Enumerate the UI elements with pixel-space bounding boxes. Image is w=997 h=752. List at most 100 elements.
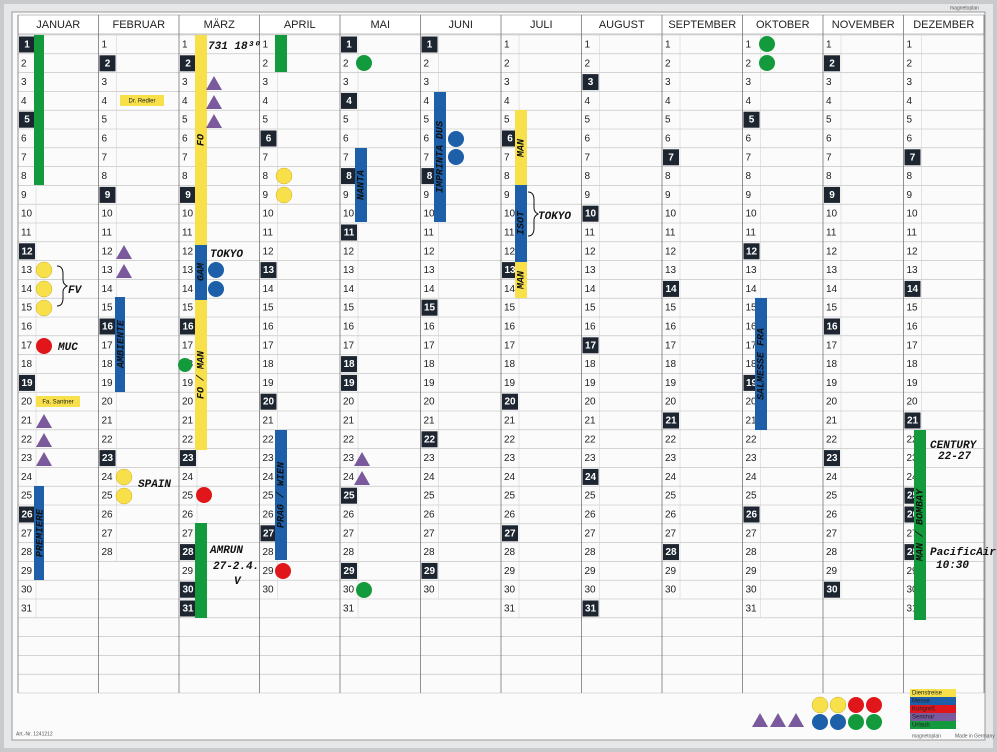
day-number: 9 bbox=[585, 190, 591, 201]
day-number: 21 bbox=[504, 416, 516, 427]
day-number: 18 bbox=[21, 359, 33, 370]
day-number: 5 bbox=[182, 115, 188, 126]
day-number: 24 bbox=[504, 472, 516, 483]
day-number: 23 bbox=[826, 453, 838, 464]
day-number: 30 bbox=[263, 585, 275, 596]
day-tile bbox=[260, 393, 277, 410]
day-number: 10 bbox=[263, 209, 275, 220]
day-tile bbox=[341, 92, 357, 109]
day-number: 9 bbox=[665, 190, 671, 201]
day-number: 6 bbox=[343, 134, 349, 145]
day-tile bbox=[582, 337, 599, 354]
day-number: 6 bbox=[424, 134, 430, 145]
day-number: 25 bbox=[102, 491, 114, 502]
note: FO bbox=[197, 134, 208, 146]
day-number: 8 bbox=[102, 171, 108, 182]
day-number: 10 bbox=[665, 209, 677, 220]
day-number: 19 bbox=[585, 378, 597, 389]
day-number: 1 bbox=[504, 40, 510, 51]
day-number: 15 bbox=[504, 303, 516, 314]
brand: magnetoplan bbox=[912, 733, 941, 739]
day-tile bbox=[824, 318, 840, 335]
day-number: 13 bbox=[424, 265, 436, 276]
day-number: 12 bbox=[102, 246, 114, 257]
day-tile bbox=[341, 562, 357, 579]
day-number: 29 bbox=[424, 566, 436, 577]
bar bbox=[275, 35, 287, 72]
day-tile bbox=[19, 506, 35, 523]
day-tile bbox=[904, 412, 921, 429]
day-number: 4 bbox=[907, 96, 913, 107]
bar bbox=[755, 298, 767, 430]
day-number: 24 bbox=[907, 472, 919, 483]
day-number: 20 bbox=[343, 397, 355, 408]
day-number: 8 bbox=[826, 171, 832, 182]
day-number: 30 bbox=[665, 585, 677, 596]
day-tile bbox=[904, 149, 921, 166]
note: MAN / BOMBAY bbox=[915, 488, 927, 562]
day-number: 29 bbox=[21, 566, 33, 577]
bar bbox=[434, 92, 446, 222]
day-number: 2 bbox=[21, 58, 27, 69]
note: IMPRINTA DUS bbox=[436, 121, 447, 193]
day-number: 9 bbox=[105, 190, 111, 201]
day-number: 9 bbox=[343, 190, 349, 201]
day-number: 6 bbox=[746, 134, 752, 145]
bar bbox=[355, 148, 367, 222]
day-number: 15 bbox=[665, 303, 677, 314]
day-number: 31 bbox=[182, 604, 194, 615]
day-number: 13 bbox=[826, 265, 838, 276]
note: PREMIERE bbox=[36, 508, 47, 557]
day-number: 4 bbox=[665, 96, 671, 107]
day-number: 29 bbox=[746, 566, 758, 577]
day-number: 14 bbox=[263, 284, 275, 295]
day-number: 2 bbox=[829, 58, 835, 69]
day-number: 17 bbox=[504, 340, 516, 351]
day-number: 20 bbox=[907, 397, 919, 408]
bar bbox=[515, 262, 527, 298]
day-number: 5 bbox=[749, 115, 755, 126]
day-number: 13 bbox=[504, 265, 516, 276]
legend-label: Kongreß bbox=[912, 707, 935, 713]
day-number: 29 bbox=[343, 566, 355, 577]
day-number: 1 bbox=[907, 40, 913, 51]
day-number: 7 bbox=[21, 152, 27, 163]
note: PacificAir bbox=[930, 547, 996, 559]
day-number: 10 bbox=[21, 209, 33, 220]
day-tile bbox=[260, 262, 277, 279]
day-number: 10 bbox=[102, 209, 114, 220]
month-header: NOVEMBER bbox=[832, 19, 895, 31]
day-tile bbox=[582, 600, 599, 617]
day-number: 2 bbox=[105, 58, 111, 69]
day-number: 30 bbox=[504, 585, 516, 596]
day-number: 28 bbox=[665, 547, 677, 558]
day-number: 24 bbox=[746, 472, 758, 483]
day-number: 1 bbox=[263, 40, 269, 51]
day-number: 16 bbox=[907, 322, 919, 333]
day-number: 20 bbox=[21, 397, 33, 408]
day-number: 4 bbox=[424, 96, 430, 107]
day-number: 8 bbox=[427, 171, 433, 182]
day-number: 10 bbox=[907, 209, 919, 220]
day-number: 16 bbox=[21, 322, 33, 333]
day-tile bbox=[663, 544, 679, 561]
day-number: 28 bbox=[102, 547, 114, 558]
day-number: 9 bbox=[424, 190, 430, 201]
day-number: 3 bbox=[424, 77, 430, 88]
day-number: 8 bbox=[182, 171, 188, 182]
day-number: 16 bbox=[746, 322, 758, 333]
day-number: 23 bbox=[585, 453, 597, 464]
day-number: 27 bbox=[826, 528, 838, 539]
day-number: 17 bbox=[343, 340, 355, 351]
day-number: 20 bbox=[826, 397, 838, 408]
day-number: 3 bbox=[263, 77, 269, 88]
day-tile bbox=[19, 111, 35, 128]
day-number: 19 bbox=[665, 378, 677, 389]
day-number: 6 bbox=[665, 134, 671, 145]
day-number: 26 bbox=[424, 510, 436, 521]
month-header: OKTOBER bbox=[756, 19, 810, 31]
day-number: 3 bbox=[746, 77, 752, 88]
month-header: FEBRUAR bbox=[112, 19, 165, 31]
day-number: 11 bbox=[182, 228, 193, 239]
